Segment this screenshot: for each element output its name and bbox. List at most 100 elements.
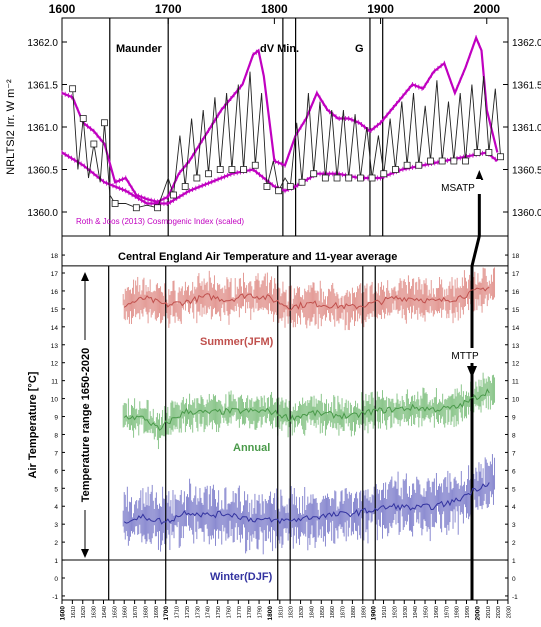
nrltsi2-marker: [132, 204, 140, 212]
nrltsi2-marker: [356, 174, 364, 182]
top-y-tick-label-left: 1361.5: [27, 81, 58, 92]
bottom-x-tick-label: 1760: [226, 606, 232, 618]
nrltsi2-marker: [450, 157, 458, 165]
bottom-y-tick-label-left: 11: [51, 379, 58, 386]
bottom-x-tick-label: 1730: [195, 606, 201, 618]
nrltsi2-marker: [368, 174, 376, 182]
nrltsi2-marker: [193, 174, 201, 182]
annotation-g: G: [355, 43, 364, 55]
bottom-x-tick-label: 1620: [81, 606, 87, 618]
bottom-y-tick-label-left: 12: [51, 361, 59, 368]
nrltsi2-marker: [275, 187, 283, 195]
bottom-y-tick-label-right: 12: [512, 361, 520, 368]
top-x-tick-label: 1700: [155, 2, 182, 16]
temperature-11yr-average-line: [123, 287, 490, 311]
top-panel-series: [61, 34, 504, 212]
bottom-x-tick-label: 1800: [267, 606, 274, 621]
bottom-x-tick-label: 1870: [341, 606, 347, 618]
bottom-y-tick-label-right: 9: [512, 415, 516, 422]
bottom-y-tick-label-left: 7: [54, 450, 58, 457]
bottom-x-tick-label: 1900: [371, 606, 378, 621]
nrltsi2-marker: [497, 153, 504, 161]
bottom-x-tick-label: 1750: [216, 606, 222, 618]
bottom-x-tick-label: 1600: [60, 606, 67, 621]
top-x-tick-label: 1600: [49, 2, 76, 16]
bottom-x-tick-label: 1880: [351, 606, 357, 618]
bottom-y-tick-label-left: -1: [52, 594, 58, 601]
top-y-tick-label-right: 1361.0: [512, 123, 541, 134]
reference-lines: [62, 18, 508, 600]
bottom-y-tick-label-right: 17: [512, 271, 520, 278]
nrltsi2-marker: [263, 183, 271, 190]
bottom-x-tick-label: 1960: [434, 606, 440, 618]
bottom-y-tick-label-right: 14: [512, 325, 520, 332]
bottom-y-tick-label-right: 11: [512, 379, 519, 386]
bottom-x-tick-label: 1920: [392, 606, 398, 618]
nrltsi2-marker: [333, 174, 341, 182]
bottom-x-tick-label: 1910: [382, 606, 388, 618]
top-y-tick-label-left: 1360.0: [27, 208, 58, 219]
annotation-mttp: MTTP: [451, 351, 479, 362]
bottom-y-tick-label-left: 18: [51, 253, 59, 260]
nrltsi2-marker: [170, 191, 177, 199]
top-x-tick-label: 1800: [261, 2, 288, 16]
nrltsi2-marker: [228, 166, 236, 173]
nrltsi2-marker: [205, 170, 212, 178]
top-x-tick-label: 1900: [367, 2, 394, 16]
bottom-x-tick-label: 1820: [289, 606, 295, 618]
bottom-x-tick-label: 2020: [496, 606, 502, 618]
top-y-tick-label-left: 1361.0: [27, 123, 58, 134]
top-x-tick-label: 2000: [473, 2, 500, 16]
bottom-x-tick-label: 1810: [278, 606, 284, 618]
bottom-y-tick-label-left: 6: [54, 468, 58, 475]
top-panel-ylabel: NRLTSI2 Irr. W m⁻²: [5, 79, 17, 175]
bottom-y-tick-label-left: 16: [51, 289, 59, 296]
bottom-x-tick-label: 1740: [206, 606, 212, 618]
bottom-x-tick-label: 1720: [185, 606, 191, 618]
bottom-x-tick-label: 1680: [143, 606, 149, 618]
temperature-bars: [122, 267, 496, 555]
nrltsi2-marker: [485, 149, 493, 156]
nrltsi2-marker: [69, 85, 77, 93]
bottom-y-tick-label-left: 5: [54, 486, 58, 493]
series-label-summer: Summer(JFM): [200, 336, 274, 348]
bottom-x-tick-label: 1980: [455, 606, 461, 618]
bottom-y-tick-label-left: 14: [51, 325, 59, 332]
nrltsi2-marker: [286, 183, 294, 190]
bottom-x-tick-label: 1710: [175, 606, 181, 618]
bottom-x-tick-label: 1850: [320, 606, 326, 618]
nrltsi2-marker: [345, 174, 353, 182]
top-y-tick-label-right: 1361.5: [512, 81, 541, 92]
nrltsi2-marker: [473, 149, 481, 156]
range-arrow-head-up: [81, 272, 89, 281]
nrltsi2-marker: [251, 161, 259, 169]
temperature-11yr-average-line: [123, 482, 490, 525]
nrltsi2-marker: [403, 161, 411, 169]
bottom-y-tick-label-right: 18: [512, 253, 520, 260]
bottom-x-tick-label: 1840: [309, 606, 315, 618]
bottom-x-tick-label: 1700: [163, 606, 170, 621]
bottom-x-tick-label: 1640: [102, 606, 108, 618]
bottom-y-tick-label-right: 10: [512, 397, 520, 404]
bottom-y-tick-label-left: 15: [51, 307, 59, 314]
bottom-y-tick-label-left: 3: [54, 522, 58, 529]
bottom-y-tick-label-left: 13: [51, 343, 59, 350]
bottom-x-tick-label: 1790: [258, 606, 264, 618]
bottom-y-tick-label-left: 8: [54, 432, 58, 439]
bottom-y-tick-label-right: 1: [512, 558, 516, 565]
annotation-maunder: Maunder: [116, 43, 163, 55]
bottom-y-tick-label-right: 8: [512, 432, 516, 439]
range-arrow-head-down: [81, 549, 89, 558]
bottom-y-tick-label-right: -1: [512, 594, 518, 601]
top-y-tick-label-left: 1362.0: [27, 38, 58, 49]
nrltsi2-marker: [321, 174, 329, 182]
series-label-winter: Winter(DJF): [210, 571, 273, 583]
top-y-tick-label-right: 1360.5: [512, 166, 541, 177]
msatp-connector: [470, 235, 481, 267]
nrltsi2-marker: [310, 170, 318, 178]
nrltsi2-marker: [298, 178, 306, 186]
bottom-plot-frame: [61, 235, 509, 601]
bottom-x-tick-label: 2000: [474, 606, 481, 621]
nrltsi2-marker: [380, 170, 388, 178]
